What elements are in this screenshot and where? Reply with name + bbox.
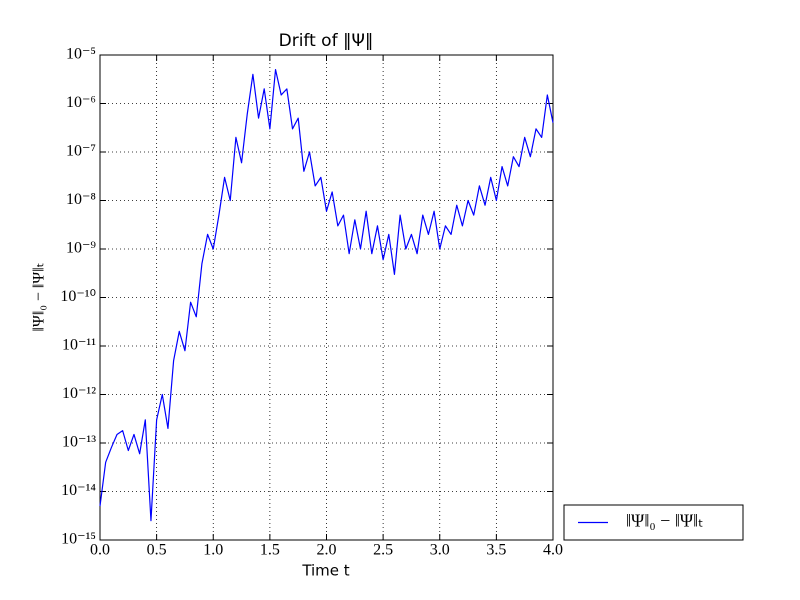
x-tick-label: 1.0 <box>203 542 223 559</box>
legend-label: ‖Ψ‖₀ − ‖Ψ‖ₜ <box>626 511 704 531</box>
y-tick-label: 10⁻⁷ <box>66 143 96 160</box>
y-tick-label: 10⁻⁵ <box>66 46 96 63</box>
x-tick-label: 1.5 <box>260 542 280 559</box>
x-tick-label: 2.0 <box>317 542 337 559</box>
y-axis-label: ‖Ψ‖₀ − ‖Ψ‖ₜ <box>31 263 48 332</box>
x-tick-label: 0.5 <box>147 542 167 559</box>
x-tick-label: 0.0 <box>90 542 110 559</box>
y-tick-label: 10⁻¹⁴ <box>61 482 96 499</box>
y-tick-label: 10⁻¹⁵ <box>61 531 96 548</box>
y-tick-label: 10⁻¹⁰ <box>60 288 96 305</box>
x-tick-label: 4.0 <box>543 542 563 559</box>
legend: ‖Ψ‖₀ − ‖Ψ‖ₜ <box>563 504 744 541</box>
x-axis-label: Time t <box>301 562 349 580</box>
y-tick-label: 10⁻⁹ <box>66 240 96 257</box>
x-tick-label: 2.5 <box>373 542 393 559</box>
y-tick-label: 10⁻¹³ <box>62 434 96 451</box>
x-tick-label: 3.0 <box>430 542 450 559</box>
x-tick-label: 3.5 <box>486 542 506 559</box>
y-tick-label: 10⁻¹² <box>62 385 96 402</box>
plot-frame <box>99 54 554 541</box>
y-tick-label: 10⁻⁶ <box>66 94 96 111</box>
data-line <box>99 69 554 522</box>
chart-title: Drift of ‖Ψ‖ <box>279 31 374 51</box>
y-tick-label: 10⁻⁸ <box>66 191 96 208</box>
y-tick-label: 10⁻¹¹ <box>62 337 96 354</box>
